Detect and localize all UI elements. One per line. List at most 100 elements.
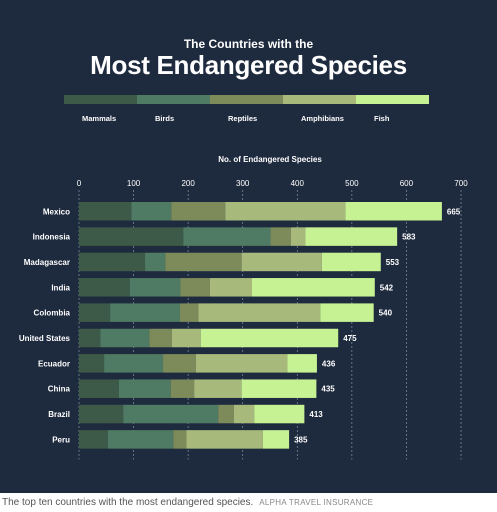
bar-amphibians [233, 404, 255, 424]
bar-amphibians [225, 202, 346, 221]
bar-amphibians [186, 430, 263, 449]
country-label: Ecuador [38, 359, 70, 368]
bar-fish [345, 202, 442, 221]
legend-swatch-reptiles [210, 95, 283, 104]
legend-swatch-amphibians [283, 95, 356, 104]
x-tick-label: 600 [400, 179, 414, 188]
x-axis-ticks: 0 100 200 300 400 500 600 700 [77, 179, 468, 188]
bar-birds [107, 430, 174, 449]
bar-birds [129, 278, 181, 297]
chart-title: Most Endangered Species [90, 50, 407, 80]
bar-mammals [79, 303, 111, 322]
chart-subtitle: The Countries with the [183, 37, 314, 51]
bar-mammals [79, 430, 108, 449]
bar-fish [320, 303, 374, 322]
bar-reptiles [171, 202, 226, 221]
country-label: Brazil [48, 410, 70, 419]
bar-reptiles [270, 227, 291, 246]
bar-amphibians [195, 354, 288, 373]
bar-reptiles [180, 278, 210, 297]
bar-birds [183, 227, 271, 246]
total-labels: 665 583 553 542 540 475 436 435 413 385 [294, 207, 461, 444]
legend-label-birds: Birds [155, 114, 174, 123]
x-tick-label: 0 [77, 179, 82, 188]
bar-reptiles [170, 379, 195, 398]
caption-text: The top ten countries with the most enda… [2, 497, 254, 508]
country-label: Indonesia [33, 233, 71, 242]
total-label: 665 [447, 207, 461, 216]
bar-birds [100, 328, 150, 348]
total-label: 542 [380, 283, 394, 292]
bar-mammals [79, 379, 119, 398]
bar-amphibians [198, 303, 321, 322]
legend-label-amphibians: Amphibians [301, 114, 344, 123]
total-label: 583 [402, 233, 416, 242]
stacked-bar-chart: Mammals Birds Reptiles Amphibians Fish No. o… [19, 95, 468, 460]
bar-birds [104, 354, 164, 373]
total-label: 385 [294, 435, 308, 444]
total-label: 436 [322, 359, 336, 368]
bar-reptiles [173, 430, 187, 449]
country-label: China [48, 385, 71, 394]
bar-birds [118, 379, 171, 398]
bar-reptiles [165, 252, 242, 272]
x-tick-label: 500 [345, 179, 359, 188]
total-label: 540 [379, 309, 393, 318]
bar-mammals [79, 354, 105, 373]
bar-mammals [79, 252, 146, 272]
x-axis-label: No. of Endangered Species [218, 155, 322, 164]
bar-amphibians [171, 328, 201, 348]
caption-credit: ALPHA TRAVEL INSURANCE [259, 498, 374, 507]
legend: Mammals Birds Reptiles Amphibians Fish [64, 95, 429, 123]
bar-fish [254, 404, 305, 424]
bar-fish [262, 430, 290, 449]
bar-amphibians [209, 278, 252, 297]
legend-swatch-mammals [64, 95, 137, 104]
bar-mammals [79, 278, 130, 297]
legend-label-mammals: Mammals [82, 114, 116, 123]
bar-fish [200, 328, 339, 348]
legend-swatch-birds [137, 95, 210, 104]
total-label: 435 [321, 385, 335, 394]
x-tick-label: 300 [236, 179, 250, 188]
bar-mammals [79, 227, 184, 246]
x-tick-label: 700 [454, 179, 468, 188]
total-label: 413 [309, 410, 323, 419]
bars [79, 202, 442, 449]
bar-amphibians [290, 227, 306, 246]
bar-mammals [79, 202, 132, 221]
bar-fish [287, 354, 317, 373]
bar-fish [305, 227, 398, 246]
country-label: United States [19, 334, 71, 343]
x-tick-label: 200 [181, 179, 195, 188]
country-label: Mexico [43, 207, 70, 216]
legend-swatch-fish [356, 95, 429, 104]
bar-reptiles [163, 354, 196, 373]
bar-birds [110, 303, 180, 322]
x-tick-label: 100 [127, 179, 141, 188]
country-label: Madagascar [24, 258, 70, 267]
country-labels: Mexico Indonesia Madagascar India Colombia Un… [19, 207, 71, 444]
bar-birds [131, 202, 172, 221]
bar-birds [145, 252, 166, 272]
bar-fish [241, 379, 317, 398]
bar-amphibians [194, 379, 242, 398]
bar-amphibians [241, 252, 322, 272]
total-label: 475 [343, 334, 357, 343]
bar-fish [321, 252, 381, 272]
bar-reptiles [218, 404, 234, 424]
country-label: India [51, 283, 70, 292]
bar-birds [123, 404, 219, 424]
x-tick-label: 400 [291, 179, 305, 188]
legend-label-fish: Fish [374, 114, 390, 123]
legend-label-reptiles: Reptiles [228, 114, 257, 123]
country-label: Peru [52, 435, 70, 444]
bar-mammals [79, 328, 101, 348]
country-label: Colombia [34, 309, 71, 318]
total-label: 553 [386, 258, 400, 267]
bar-reptiles [179, 303, 199, 322]
bar-reptiles [149, 328, 172, 348]
bar-fish [251, 278, 375, 297]
caption: The top ten countries with the most enda… [2, 497, 497, 508]
bar-mammals [79, 404, 124, 424]
